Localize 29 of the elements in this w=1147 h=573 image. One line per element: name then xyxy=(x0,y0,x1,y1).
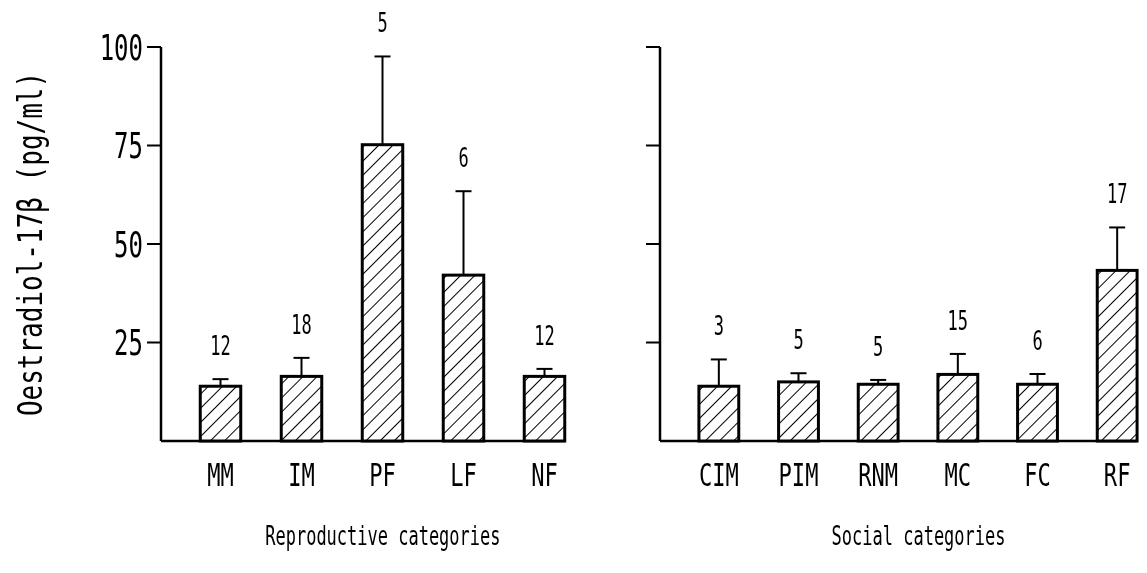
annotation: 5 xyxy=(873,332,884,362)
annotation: 12 xyxy=(534,321,555,351)
text: 5 xyxy=(377,8,388,39)
x-tick-label: RNM xyxy=(858,455,899,495)
annotation: 6 xyxy=(1032,326,1043,356)
annotation: 6 xyxy=(458,143,469,174)
x-tick-label: PF xyxy=(369,455,396,495)
x-axis-title: Social categories xyxy=(831,521,1006,551)
y-tick-label: 25 xyxy=(114,322,143,364)
x-tick-label: RF xyxy=(1103,455,1131,495)
annotation: 12 xyxy=(210,331,231,362)
annotation: 5 xyxy=(793,325,804,356)
x-tick-label: MM xyxy=(207,455,234,495)
y-axis-title: Oestradiol-17β (pg/ml) xyxy=(10,71,50,417)
y-tick-label: 75 xyxy=(114,125,143,167)
x-tick-label: CIM xyxy=(698,455,739,495)
annotation: 3 xyxy=(713,311,724,342)
y-tick-label: 100 xyxy=(99,26,143,68)
x-tick-label: NF xyxy=(531,455,558,495)
x-tick-label: FC xyxy=(1024,455,1051,495)
x-tick-label: MC xyxy=(944,455,972,495)
annotation: 18 xyxy=(291,310,312,340)
y-tick-label: 50 xyxy=(114,223,143,265)
x-axis-title: Reproductive categories xyxy=(265,521,501,551)
annotation: 15 xyxy=(947,306,969,336)
x-tick-label: IM xyxy=(288,455,315,495)
x-tick-label: LF xyxy=(450,455,477,495)
annotation: 17 xyxy=(1106,179,1128,210)
x-tick-label: PIM xyxy=(778,455,819,495)
